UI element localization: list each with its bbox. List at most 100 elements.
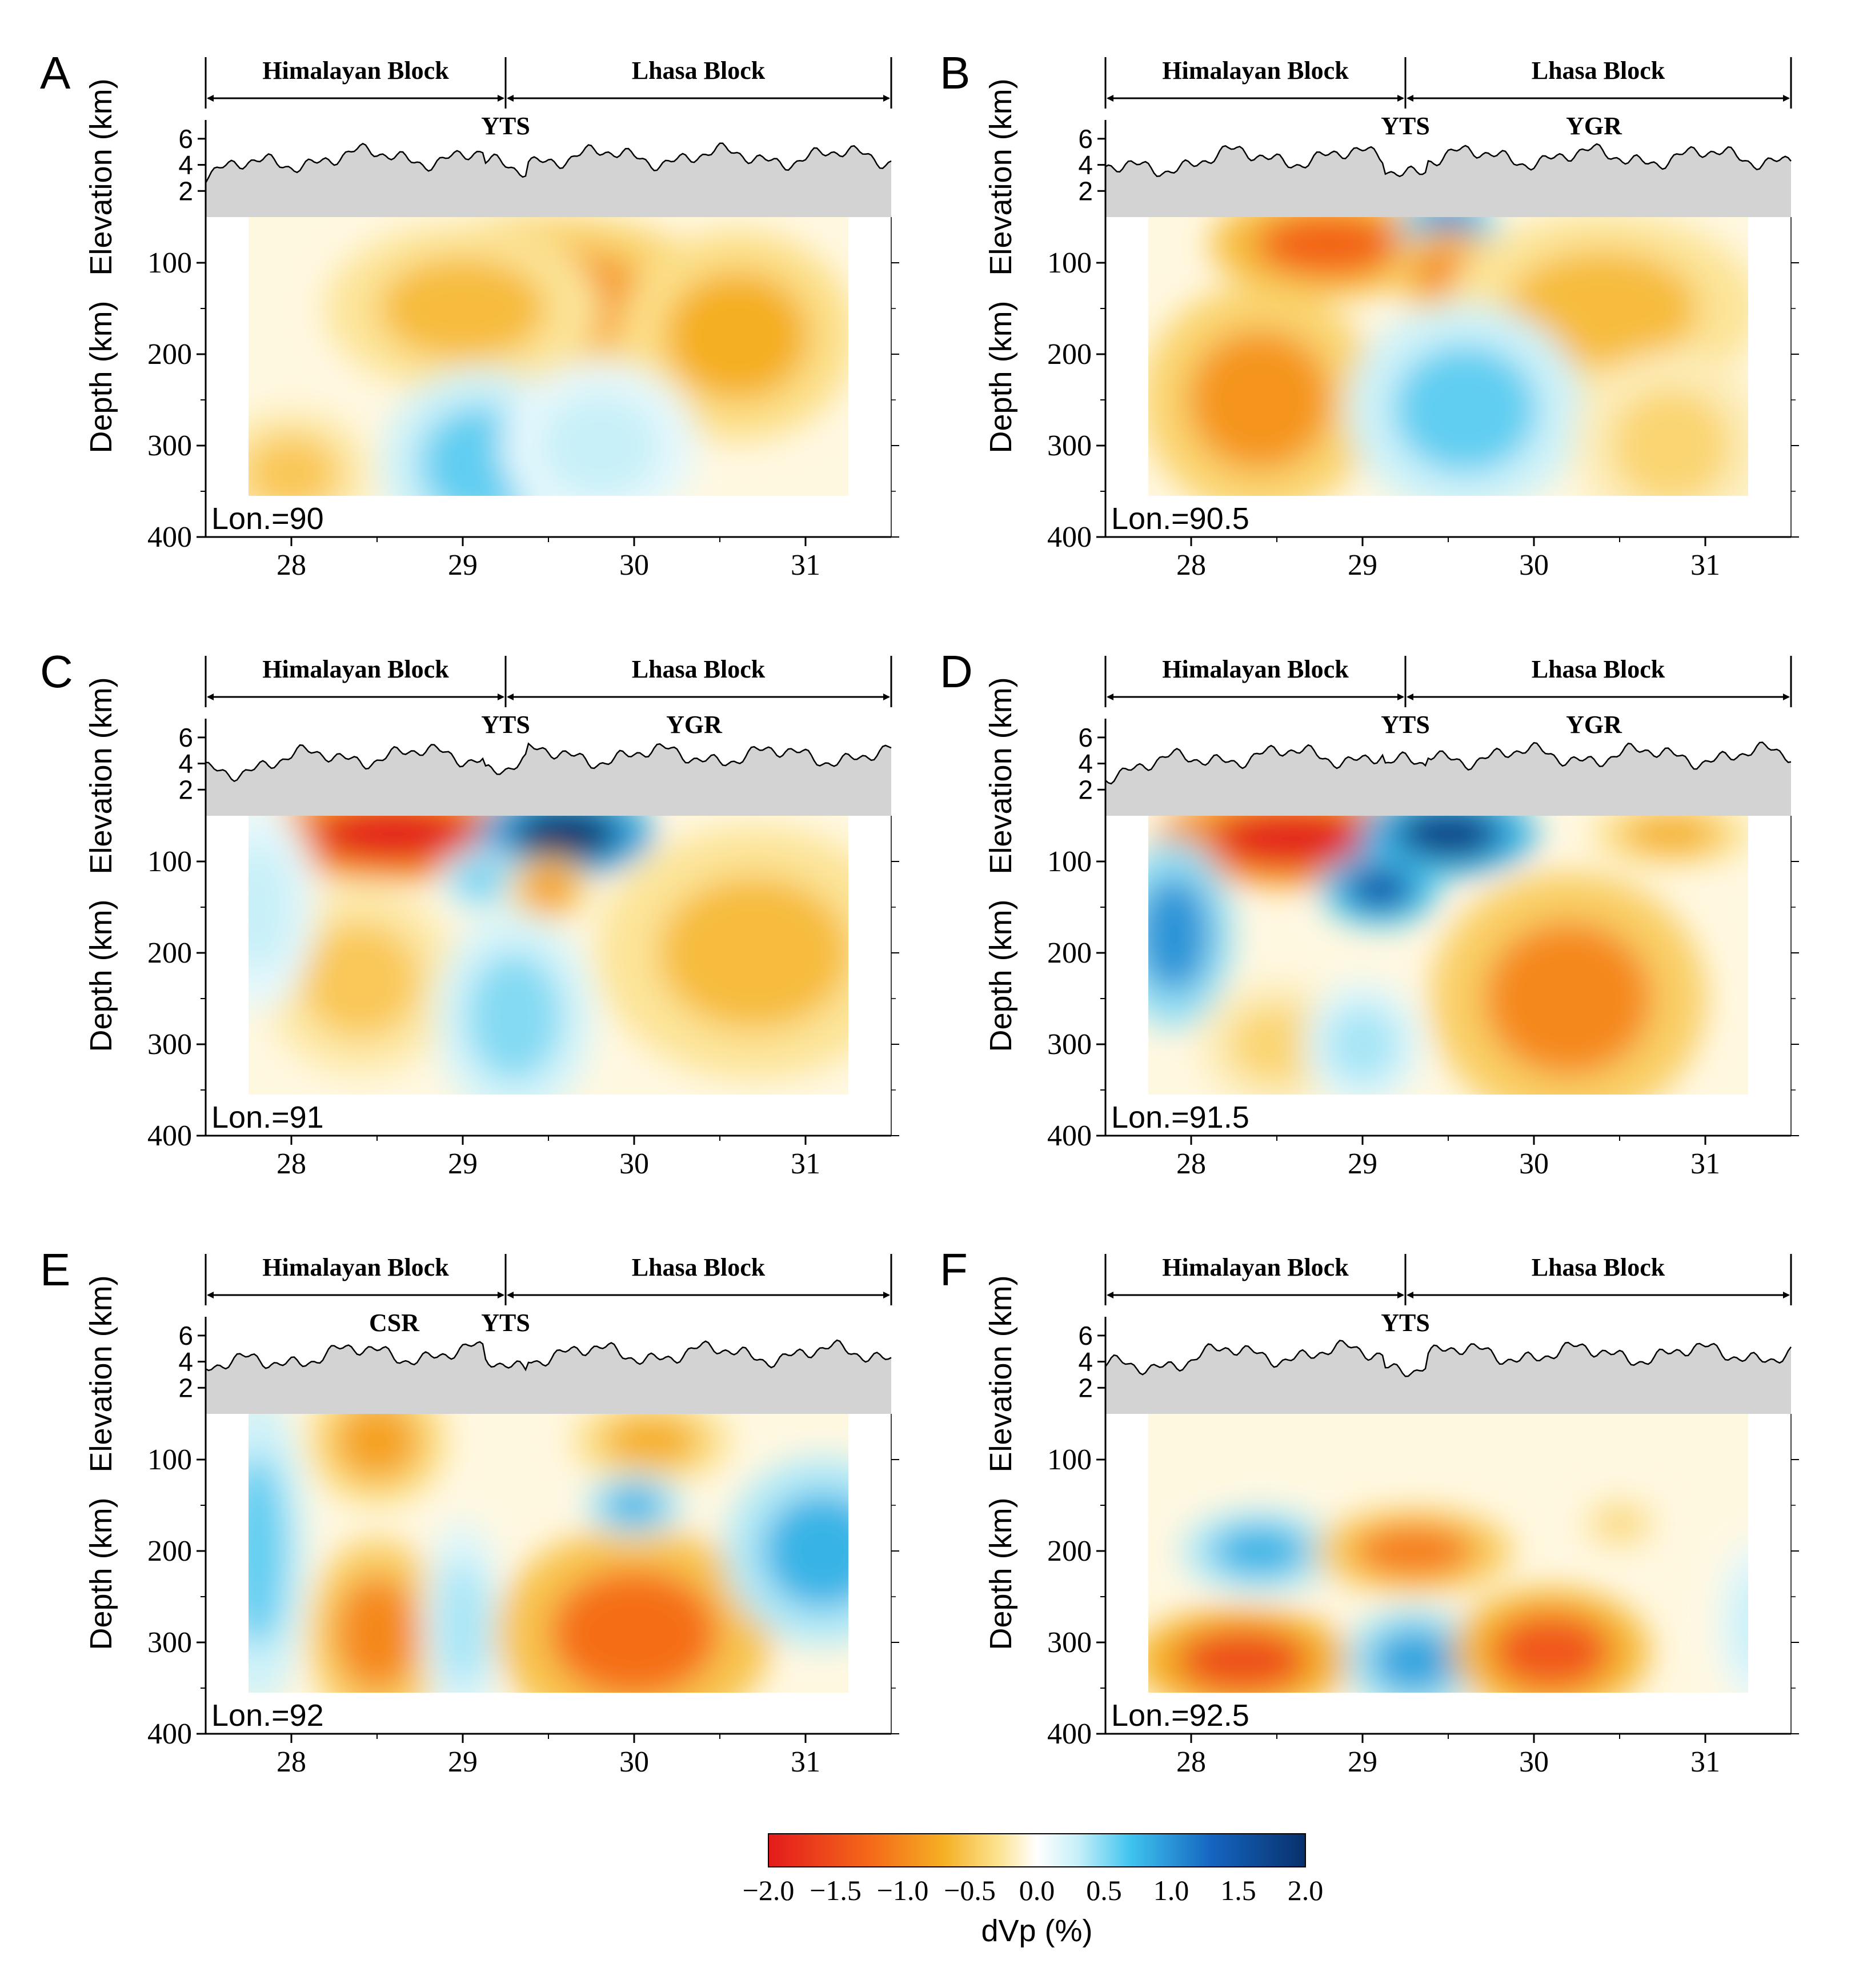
elev-tick-label: 4: [178, 749, 193, 779]
himalayan-block-label: Himalayan Block: [262, 655, 449, 683]
velocity-section: [1148, 217, 1748, 496]
lon-label: Lon.=90: [211, 502, 324, 536]
topography-line: [1105, 143, 1792, 178]
elevation-axis-label: Elevation (km): [984, 677, 1018, 874]
himalayan-block-label: Himalayan Block: [1162, 1253, 1349, 1281]
velocity-section: [249, 217, 848, 496]
velocity-anomaly: [310, 816, 478, 863]
depth-tick-label: 100: [1047, 845, 1092, 878]
topography-fill: [206, 143, 891, 217]
elev-tick-label: 4: [1078, 1347, 1093, 1377]
velocity-anomaly: [335, 1576, 419, 1691]
elevation-axis-label: Elevation (km): [84, 1275, 118, 1472]
velocity-anomaly: [1229, 1005, 1325, 1083]
panel-d: D Himalayan Block Lhasa Block YTS YGR 246 100 2…: [940, 646, 1799, 1180]
velocity-anomaly: [658, 876, 848, 1030]
velocity-anomaly: [1484, 921, 1652, 1076]
lon-label-bg: [1107, 497, 1244, 536]
lon-label: Lon.=91.5: [1111, 1100, 1249, 1135]
depth-tick-label: 400: [1047, 1120, 1092, 1152]
velocity-section: [1148, 1414, 1748, 1693]
colorbar-tick-label: 0.0: [1019, 1874, 1055, 1906]
depth-tick-label: 100: [147, 1444, 192, 1476]
depth-tick-label: 400: [1047, 521, 1092, 554]
velocity-anomaly: [1327, 1005, 1399, 1083]
depth-axis-label: Depth (km): [84, 899, 118, 1052]
lhasa-block-label: Lhasa Block: [1532, 655, 1665, 683]
x-tick-label: 29: [1348, 1746, 1377, 1778]
velocity-anomaly: [550, 1569, 718, 1693]
depth-tick-label: 200: [1047, 937, 1092, 969]
annotation-yts: YTS: [1381, 112, 1430, 140]
x-tick-label: 28: [277, 1746, 306, 1778]
topography-line: [1104, 1340, 1792, 1377]
depth-axis-label: Depth (km): [84, 1497, 118, 1650]
topography-fill: [1105, 742, 1791, 816]
x-tick-label: 30: [1519, 549, 1549, 582]
annotation-ygr: YGR: [1566, 112, 1622, 140]
depth-tick-label: 400: [147, 1120, 192, 1152]
velocity-anomaly: [379, 257, 547, 360]
x-tick-label: 31: [1690, 1746, 1720, 1778]
himalayan-block-label: Himalayan Block: [1162, 655, 1349, 683]
velocity-anomaly: [249, 434, 339, 496]
x-tick-label: 29: [448, 549, 478, 582]
depth-tick-label: 400: [1047, 1718, 1092, 1750]
x-tick-label: 28: [1176, 549, 1206, 582]
depth-tick-label: 300: [147, 430, 192, 462]
x-tick-label: 31: [791, 1746, 820, 1778]
lon-label-bg: [1107, 1096, 1244, 1135]
colorbar: −2.0 −1.5 −1.0 −0.5 0.0 0.5 1.0 1.5 2.0 dVp (%): [743, 1833, 1324, 1948]
elev-tick-label: 6: [178, 723, 193, 752]
colorbar-label: dVp (%): [981, 1914, 1092, 1948]
elevation-axis-label: Elevation (km): [984, 1275, 1018, 1472]
velocity-anomaly: [604, 1486, 664, 1525]
velocity-anomaly: [1256, 217, 1400, 276]
velocity-anomaly: [1210, 816, 1378, 868]
elev-tick-label: 6: [178, 1321, 193, 1350]
velocity-anomaly: [1148, 877, 1210, 992]
elev-tick-label: 4: [178, 1347, 193, 1377]
colorbar-gradient: [768, 1833, 1306, 1867]
annotation-ygr: YGR: [666, 711, 723, 739]
velocity-anomaly: [249, 1455, 287, 1647]
velocity-anomaly: [665, 272, 809, 400]
x-tick-label: 31: [1690, 1148, 1720, 1180]
lhasa-block-label: Lhasa Block: [632, 57, 766, 85]
x-tick-label: 30: [619, 549, 649, 582]
velocity-section: [1148, 816, 1748, 1095]
elev-tick-label: 6: [1078, 124, 1093, 154]
x-tick-label: 31: [1690, 549, 1720, 582]
colorbar-tick-label: 0.5: [1086, 1874, 1122, 1906]
x-tick-label: 31: [791, 549, 820, 582]
lon-label: Lon.=91: [211, 1100, 324, 1135]
velocity-anomaly: [1188, 329, 1332, 471]
velocity-section: [249, 1414, 848, 1693]
depth-tick-label: 300: [1047, 430, 1092, 462]
topography-line: [205, 1339, 892, 1372]
depth-tick-label: 200: [147, 937, 192, 969]
colorbar-tick-label: −2.0: [743, 1874, 795, 1906]
depth-tick-label: 200: [1047, 1535, 1092, 1568]
velocity-anomaly: [1507, 251, 1698, 366]
x-tick-label: 29: [448, 1148, 478, 1180]
velocity-anomaly: [1491, 1613, 1611, 1690]
elev-tick-label: 4: [1078, 749, 1093, 779]
elevation-axis-label: Elevation (km): [84, 78, 118, 275]
x-tick-label: 28: [277, 1148, 306, 1180]
topography-line: [205, 742, 892, 783]
depth-axis-label: Depth (km): [984, 1497, 1018, 1650]
velocity-anomaly: [249, 843, 293, 971]
elev-tick-label: 2: [1078, 775, 1093, 804]
panel-a: A Himalayan Block Lhasa Block YTS 246 100 200 3…: [40, 47, 899, 582]
colorbar-tick-label: 2.0: [1288, 1874, 1324, 1906]
lhasa-block-label: Lhasa Block: [632, 1253, 766, 1281]
depth-tick-label: 100: [1047, 1444, 1092, 1476]
lhasa-block-label: Lhasa Block: [1532, 1253, 1665, 1281]
topography-fill: [206, 743, 891, 816]
topography-fill: [1105, 144, 1791, 217]
depth-tick-label: 100: [147, 247, 192, 279]
panel-e: E Himalayan Block Lhasa Block CSR YTS 246 100 2…: [40, 1244, 899, 1778]
panel-letter: E: [40, 1244, 70, 1295]
